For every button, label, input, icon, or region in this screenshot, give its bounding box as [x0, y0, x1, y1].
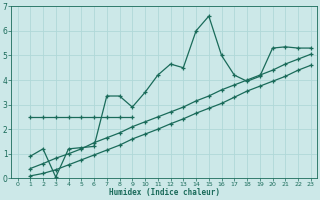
X-axis label: Humidex (Indice chaleur): Humidex (Indice chaleur) — [109, 188, 220, 197]
